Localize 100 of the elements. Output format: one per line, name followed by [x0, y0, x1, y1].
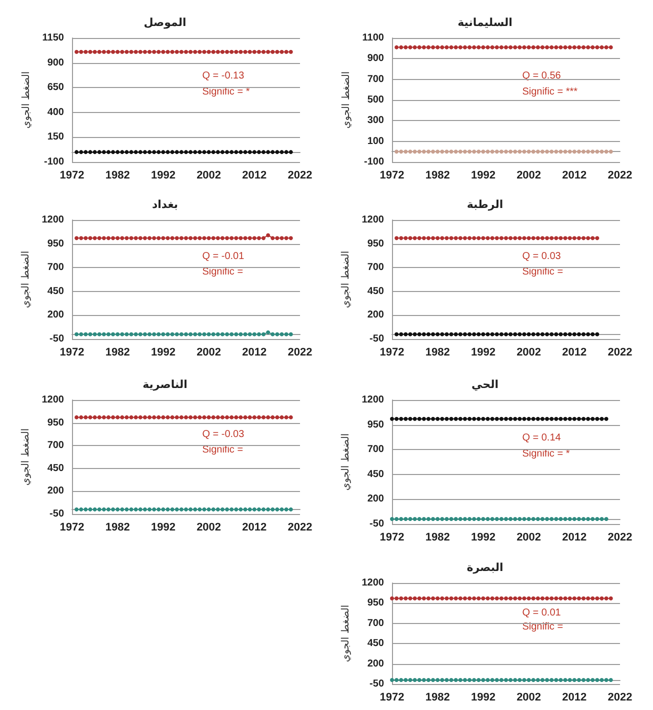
x-tick-label: 1982: [105, 346, 130, 358]
y-tick-label: 150: [47, 132, 64, 143]
y-tick-label: 100: [367, 136, 384, 147]
x-tick-label: 1992: [470, 170, 496, 182]
x-tick-label: 2002: [516, 692, 542, 704]
x-tick-label: 1992: [150, 346, 176, 358]
y-axis-title: الضغط الجوي: [340, 250, 352, 308]
annotation: Signific = ***: [522, 86, 578, 98]
point: [129, 332, 134, 336]
point: [206, 332, 211, 336]
y-tick-label: 1200: [362, 394, 384, 406]
x-tick-label: 2002: [516, 170, 542, 182]
point: [84, 332, 88, 336]
point: [152, 332, 156, 336]
chart-title: الموصل: [144, 16, 186, 29]
y-tick-label: 700: [367, 618, 384, 629]
annotation: Q = 0.03: [522, 250, 562, 262]
y-axis-title: الضغط الجوي: [20, 71, 32, 129]
annotation: Signific = *: [522, 448, 570, 460]
y-tick-label: 200: [367, 658, 384, 670]
x-tick-label: 2002: [196, 346, 222, 358]
point: [252, 332, 256, 336]
point: [102, 332, 106, 336]
point: [129, 236, 134, 240]
point: [174, 236, 179, 240]
y-tick-label: 900: [367, 53, 384, 64]
y-tick-label: 300: [367, 115, 384, 126]
point: [97, 332, 102, 336]
x-tick-label: 2002: [196, 522, 222, 534]
point: [270, 236, 275, 240]
point: [270, 332, 275, 336]
point: [106, 236, 110, 240]
point: [288, 332, 293, 336]
y-tick-label: 200: [47, 310, 64, 321]
x-tick-label: 2022: [608, 532, 632, 544]
point: [124, 236, 129, 240]
point: [79, 236, 84, 240]
point: [216, 332, 220, 336]
point: [280, 332, 284, 336]
point: [97, 236, 102, 240]
point: [134, 236, 138, 240]
point: [284, 236, 288, 240]
point: [266, 233, 270, 238]
point: [111, 236, 116, 240]
x-tick-label: 2012: [562, 692, 587, 704]
y-tick-label: -100: [44, 156, 64, 168]
point: [84, 236, 88, 240]
point: [138, 236, 142, 240]
x-tick-label: 1992: [470, 692, 496, 704]
y-tick-label: 450: [47, 286, 64, 297]
point: [262, 236, 266, 240]
y-tick-label: 700: [367, 262, 384, 274]
annotation: Signific = *: [202, 86, 250, 98]
point: [243, 332, 248, 336]
point: [148, 332, 152, 336]
point: [152, 236, 156, 240]
point: [188, 332, 193, 336]
point: [116, 332, 120, 336]
x-tick-label: 1992: [150, 170, 176, 182]
y-tick-label: -50: [370, 678, 384, 690]
point: [184, 236, 188, 240]
x-tick-label: 2022: [288, 522, 312, 534]
point: [198, 332, 202, 336]
point: [156, 236, 161, 240]
point: [266, 330, 270, 334]
point: [138, 332, 142, 336]
x-tick-label: 1972: [380, 346, 404, 358]
y-tick-label: 950: [367, 419, 384, 430]
point: [170, 332, 174, 336]
y-tick-label: 400: [47, 106, 64, 118]
x-tick-label: 1992: [470, 532, 496, 544]
x-tick-label: 2012: [562, 170, 587, 182]
point: [179, 236, 184, 240]
y-axis-title: الضغط الجوي: [340, 433, 352, 491]
point: [92, 332, 97, 336]
y-tick-label: 700: [367, 444, 384, 456]
annotation: Signific =: [202, 444, 244, 456]
y-tick-label: 950: [367, 598, 384, 609]
point: [170, 236, 174, 240]
x-tick-label: 1982: [105, 522, 130, 534]
annotation: Q = 0.14: [522, 432, 562, 444]
point: [74, 236, 79, 240]
point: [225, 332, 230, 336]
point: [92, 236, 97, 240]
point: [238, 236, 243, 240]
point: [256, 332, 261, 336]
x-tick-label: 1982: [425, 532, 450, 544]
point: [161, 332, 166, 336]
x-tick-label: 1982: [425, 692, 450, 704]
point: [234, 332, 238, 336]
x-tick-label: 1992: [150, 522, 176, 534]
x-tick-label: 1972: [60, 522, 84, 534]
y-tick-label: 200: [367, 310, 384, 321]
annotation: Signific =: [202, 266, 244, 278]
chart-title: الناصرية: [142, 378, 188, 391]
y-tick-label: 200: [367, 494, 384, 505]
point: [198, 236, 202, 240]
x-tick-label: 2022: [608, 170, 632, 182]
point: [179, 332, 184, 336]
chart-title: السليمانية: [458, 16, 512, 29]
